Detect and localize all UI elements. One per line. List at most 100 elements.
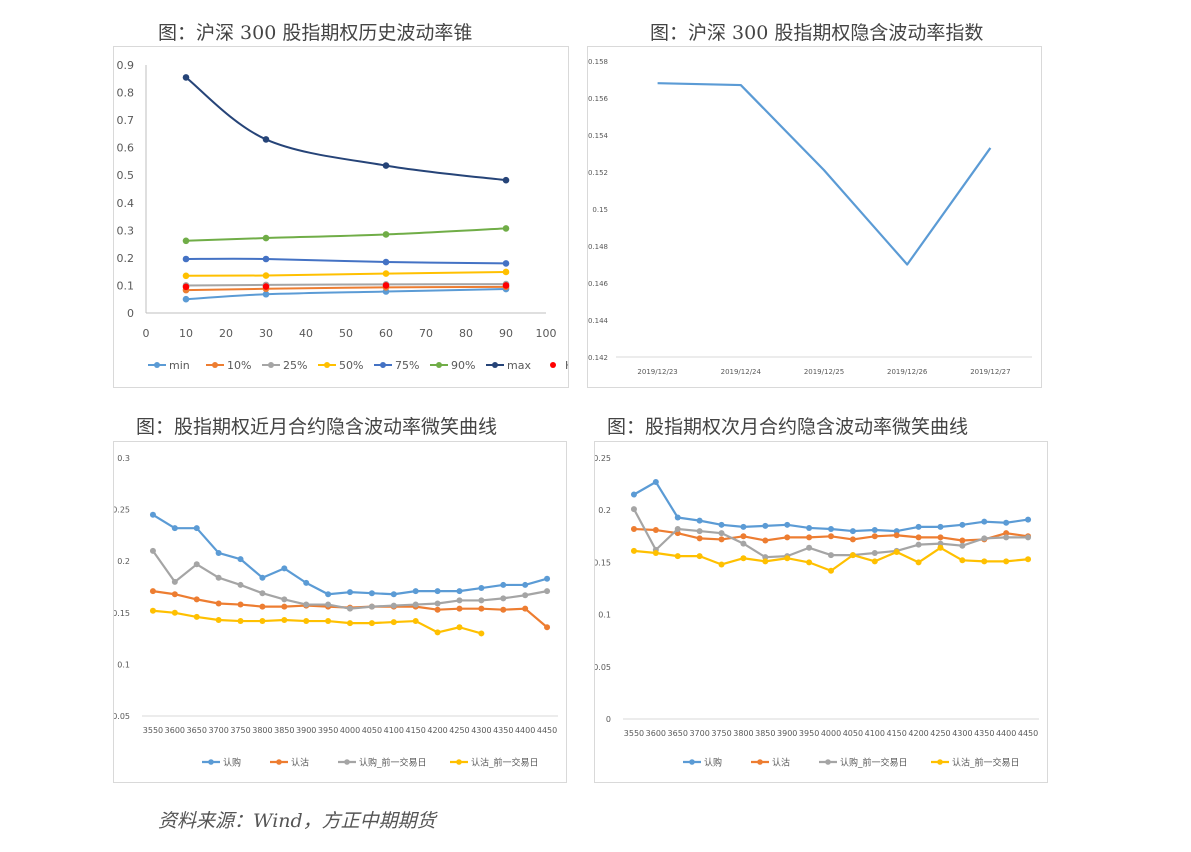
legend-label: 认沽: [291, 757, 309, 769]
x-tick-label: 4300: [952, 729, 972, 738]
series-line-max: [185, 76, 507, 182]
y-tick-label: 0.1: [117, 660, 130, 669]
data-point-认沽_前一交易日: [171, 609, 178, 616]
x-tick-label: 3800: [733, 729, 753, 738]
x-tick-label: 3700: [689, 729, 709, 738]
source-note: 资料来源：Wind，方正中期期货: [158, 810, 436, 832]
x-tick-label: 80: [459, 327, 473, 340]
data-point-认沽: [871, 533, 878, 540]
data-point-认沽_前一交易日: [193, 613, 200, 620]
data-point-认沽_前一交易日: [630, 547, 637, 554]
x-tick-label: 4050: [362, 726, 382, 735]
data-point-认沽_前一交易日: [740, 555, 747, 562]
data-point-认沽: [522, 605, 529, 612]
data-point-50%: [262, 272, 270, 279]
data-point-认沽: [281, 603, 288, 610]
data-point-认购_前一交易日: [215, 574, 222, 581]
data-point-min: [182, 295, 190, 303]
data-point-认购: [522, 581, 529, 588]
data-point-认购_前一交易日: [828, 552, 834, 559]
x-tick-label: 100: [536, 327, 557, 340]
data-point-认购: [500, 581, 507, 588]
data-point-认沽: [893, 532, 900, 539]
series-line-50%: [185, 270, 507, 277]
data-point-认购: [368, 590, 375, 597]
y-tick-label: 0.154: [588, 132, 609, 140]
x-tick-label: 4400: [515, 726, 535, 735]
x-tick-label: 4200: [908, 729, 928, 738]
data-point-认购: [149, 511, 156, 518]
data-point-50%: [502, 268, 510, 276]
data-point-认购_前一交易日: [303, 601, 310, 608]
data-point-认沽_前一交易日: [981, 558, 988, 565]
data-point-认沽_前一交易日: [718, 561, 725, 568]
data-point-认沽_前一交易日: [303, 618, 310, 625]
data-point-75%: [382, 258, 390, 266]
legend-marker-50%: [324, 362, 330, 368]
data-point-认沽: [215, 600, 222, 607]
smile-near-svg: 0.05 0.1 0.15 0.2 0.25 0.3 3550 3600 3650 3700 375…: [114, 454, 558, 769]
x-tick-label: 3550: [143, 726, 163, 735]
data-point-认购_前一交易日: [456, 597, 463, 604]
data-point-认购: [871, 527, 878, 534]
data-point-认沽: [718, 536, 725, 543]
legend-marker-max: [492, 362, 498, 368]
x-tick-label: 3850: [755, 729, 775, 738]
x-tick-label: 0: [143, 327, 150, 340]
data-point-认沽: [696, 535, 703, 542]
x-tick-label: 4350: [493, 726, 513, 735]
data-point-认沽_前一交易日: [652, 550, 659, 557]
data-point-90%: [502, 225, 510, 232]
data-point-认购_前一交易日: [193, 561, 200, 568]
data-point-认购_前一交易日: [500, 595, 507, 602]
x-tick-label: 3600: [646, 729, 666, 738]
x-tick-label: 3950: [318, 726, 338, 735]
data-point-认购: [915, 523, 922, 530]
x-tick-label: 3600: [165, 726, 185, 735]
legend-marker-认沽: [757, 759, 763, 765]
series-line-认沽_前一交易日: [152, 609, 482, 635]
x-tick-label: 4200: [427, 726, 447, 735]
data-point-认沽_前一交易日: [347, 620, 353, 627]
x-tick-label: 70: [419, 327, 433, 340]
x-tick-label: 3550: [624, 729, 644, 738]
legend-marker-75%: [380, 362, 386, 368]
data-point-认沽: [434, 606, 441, 613]
data-point-认沽_前一交易日: [390, 619, 397, 626]
x-tick-label: 3750: [711, 729, 731, 738]
legend-marker-认购_前一交易日: [344, 759, 350, 765]
data-point-认沽_前一交易日: [696, 553, 703, 560]
data-point-认沽: [740, 533, 747, 540]
data-point-认购_前一交易日: [434, 600, 441, 607]
data-point-认购: [412, 588, 419, 595]
legend-label: 75%: [395, 359, 419, 372]
data-point-认购: [784, 521, 791, 528]
data-point-认沽: [828, 533, 834, 540]
data-point-认购_前一交易日: [149, 547, 156, 554]
data-point-认购: [478, 585, 485, 592]
y-tick-label: 0.15: [595, 558, 611, 567]
data-point-认购_前一交易日: [696, 528, 703, 535]
data-point-认购_前一交易日: [544, 588, 551, 595]
data-point-HV: [382, 282, 390, 289]
data-point-认沽_前一交易日: [215, 617, 222, 624]
legend-marker-90%: [436, 362, 442, 368]
legend-marker-HV: [550, 362, 556, 368]
data-point-max: [262, 136, 270, 143]
data-point-认购: [281, 565, 288, 572]
data-point-认购_前一交易日: [281, 596, 288, 603]
data-point-认购: [1003, 519, 1010, 526]
x-tick-label: 3800: [252, 726, 272, 735]
legend-label: 25%: [283, 359, 307, 372]
data-point-认沽_前一交易日: [937, 544, 944, 551]
data-point-认购_前一交易日: [522, 592, 529, 599]
data-point-认沽: [762, 537, 769, 544]
title-iv-index: 图：沪深 300 股指期权隐含波动率指数: [650, 22, 984, 44]
y-tick-label: 0.2: [117, 557, 130, 566]
y-tick-label: 0.156: [588, 95, 609, 103]
data-point-HV: [182, 283, 190, 291]
y-tick-label: 0: [606, 715, 611, 724]
data-point-认沽_前一交易日: [259, 618, 266, 625]
x-tick-label: 4100: [384, 726, 404, 735]
